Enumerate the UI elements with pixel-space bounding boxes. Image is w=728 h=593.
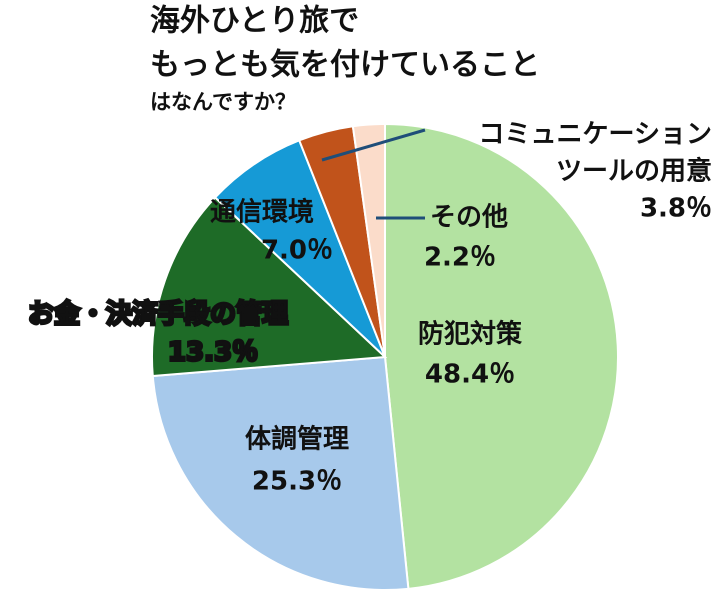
slice-label: その他 (430, 203, 508, 233)
slice-label: お金・決済手段の管理 (28, 299, 288, 330)
slice-label: ツールの用意 (556, 156, 712, 187)
value-label: 13.3％ (168, 338, 258, 368)
value-label: 25.3％ (252, 467, 342, 497)
slice-label: 体調管理 (245, 424, 349, 455)
value-label: 2.2％ (424, 243, 496, 273)
value-label: 3.8％ (640, 194, 712, 224)
labels: 防犯対策 48.4％ 体調管理 25.3％ お金・決済手段の管理 13.3％ 通信環境 7.0… (26, 120, 712, 497)
chart-title: もっとも気を付けていること (150, 48, 540, 83)
pie-slice (151, 196, 388, 378)
pie-slice (151, 355, 410, 591)
slice-label: コミュニケーション (479, 120, 712, 150)
chart-title: 海外ひとり旅で (150, 4, 359, 39)
leader-line (321, 128, 426, 162)
chart-title: はなんですか？ (150, 90, 296, 114)
value-label: 48.4％ (425, 360, 515, 390)
pie (151, 122, 620, 591)
pie-slice (351, 122, 386, 358)
slice-label: 防犯対策 (418, 319, 522, 350)
value-label: 7.0％ (261, 236, 333, 266)
pie-slice (213, 139, 386, 358)
pie-slice (384, 122, 620, 590)
slice-label: 通信環境 (210, 197, 314, 228)
